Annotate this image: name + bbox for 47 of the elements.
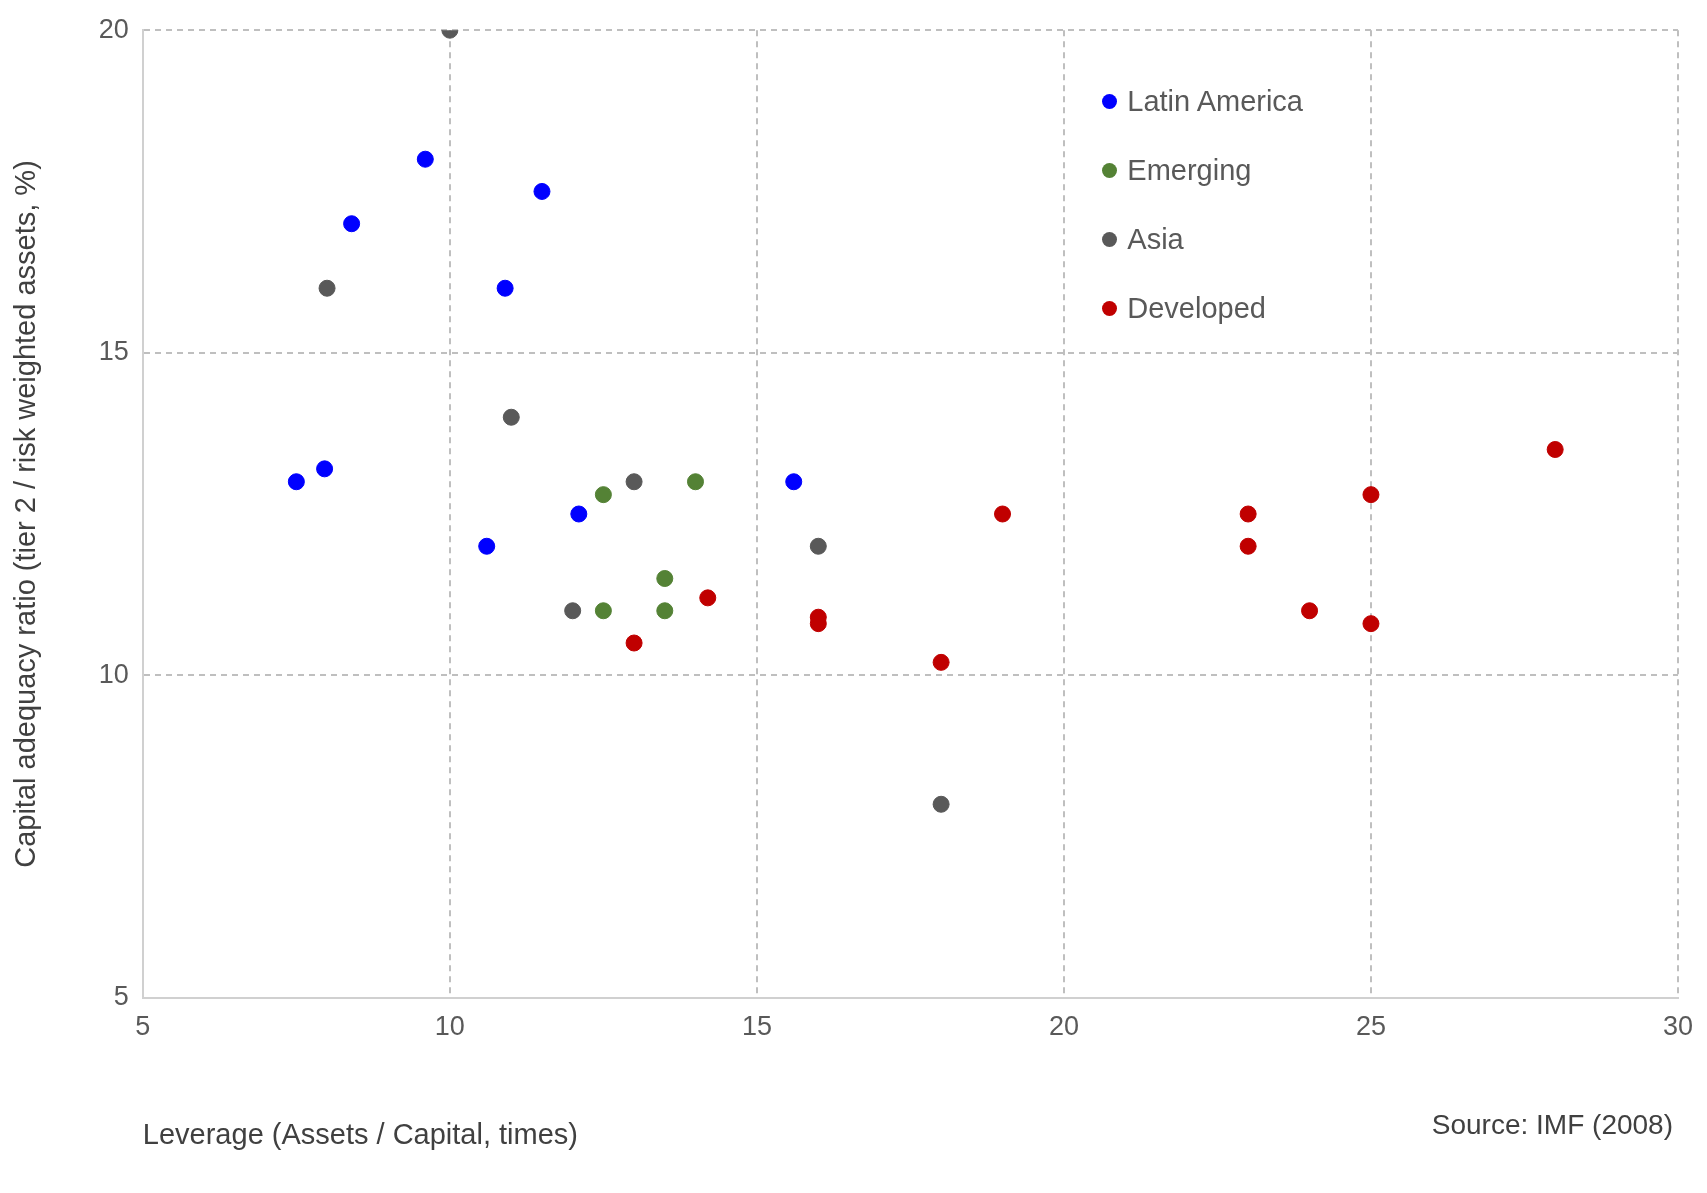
point	[533, 182, 551, 200]
y-tick-label: 10	[98, 658, 129, 689]
point	[686, 473, 704, 491]
point	[594, 602, 612, 620]
point	[625, 634, 643, 652]
x-axis-title: Leverage (Assets / Capital, times)	[142, 1117, 578, 1150]
point	[318, 279, 336, 297]
point	[316, 460, 334, 478]
legend-label: Latin America	[1127, 85, 1303, 119]
y-tick-label: 20	[98, 13, 129, 44]
point	[932, 795, 950, 813]
y-axis-title: Capital adequacy ratio (tier 2 / risk weighted assets, %)	[9, 160, 42, 868]
point	[496, 279, 514, 297]
point	[594, 486, 612, 504]
point	[809, 537, 827, 555]
point	[478, 537, 496, 555]
point	[416, 150, 434, 168]
legend-label: Emerging	[1127, 154, 1252, 188]
point	[994, 505, 1012, 523]
point	[502, 408, 520, 426]
x-tick-label: 30	[1662, 1011, 1694, 1042]
point	[785, 473, 803, 491]
x-tick-label: 5	[135, 1011, 151, 1042]
point	[1301, 602, 1319, 620]
point	[1239, 505, 1257, 523]
point	[570, 505, 588, 523]
legend-label: Developed	[1127, 292, 1266, 326]
point	[656, 570, 674, 588]
y-tick-label: 5	[113, 981, 129, 1012]
point	[564, 602, 582, 620]
x-tick-label: 25	[1355, 1011, 1386, 1042]
point	[932, 653, 950, 671]
point	[343, 215, 361, 233]
point	[287, 473, 305, 491]
point	[1239, 537, 1257, 555]
point	[656, 602, 674, 620]
x-tick-label: 10	[434, 1011, 465, 1042]
point	[1362, 615, 1380, 633]
source-note: Source: IMF (2008)	[1431, 1109, 1673, 1141]
point	[1546, 440, 1564, 458]
point	[1362, 486, 1380, 504]
y-tick-label: 15	[98, 336, 129, 367]
point	[699, 589, 717, 607]
point	[625, 473, 643, 491]
x-tick-label: 20	[1048, 1011, 1079, 1042]
legend-label: Asia	[1127, 223, 1184, 257]
x-tick-label: 15	[741, 1011, 772, 1042]
